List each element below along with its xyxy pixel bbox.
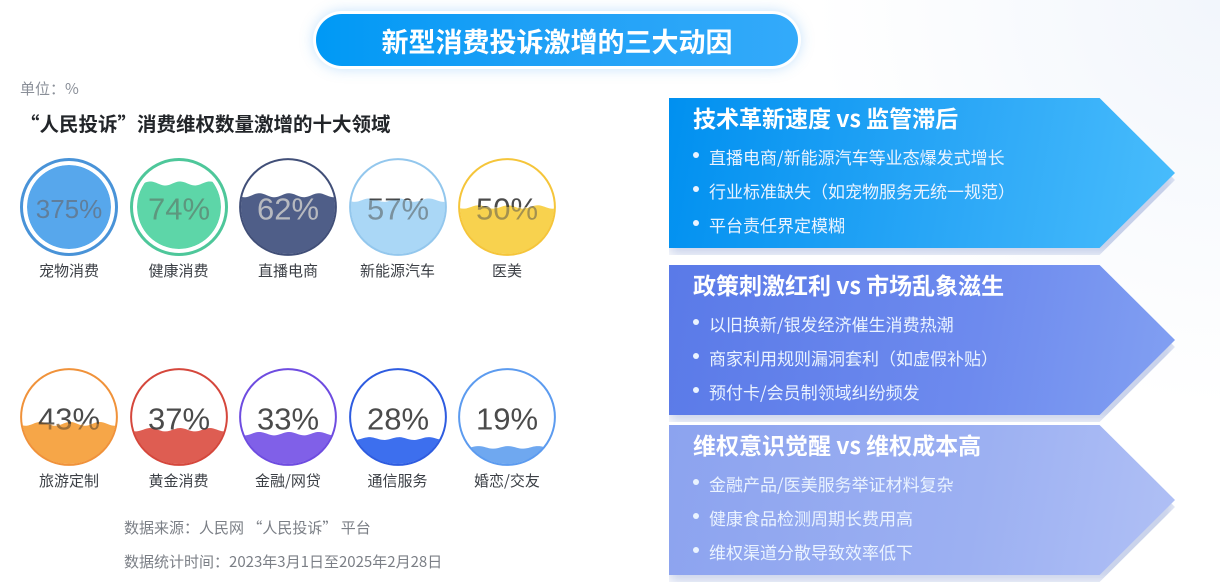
svg-text:74%: 74% [147,192,209,227]
svg-text:62%: 62% [257,192,319,227]
svg-text:33%: 33% [257,402,319,437]
svg-text:28%: 28% [366,402,428,437]
svg-text:375%: 375% [36,194,103,224]
svg-text:19%: 19% [476,402,538,437]
